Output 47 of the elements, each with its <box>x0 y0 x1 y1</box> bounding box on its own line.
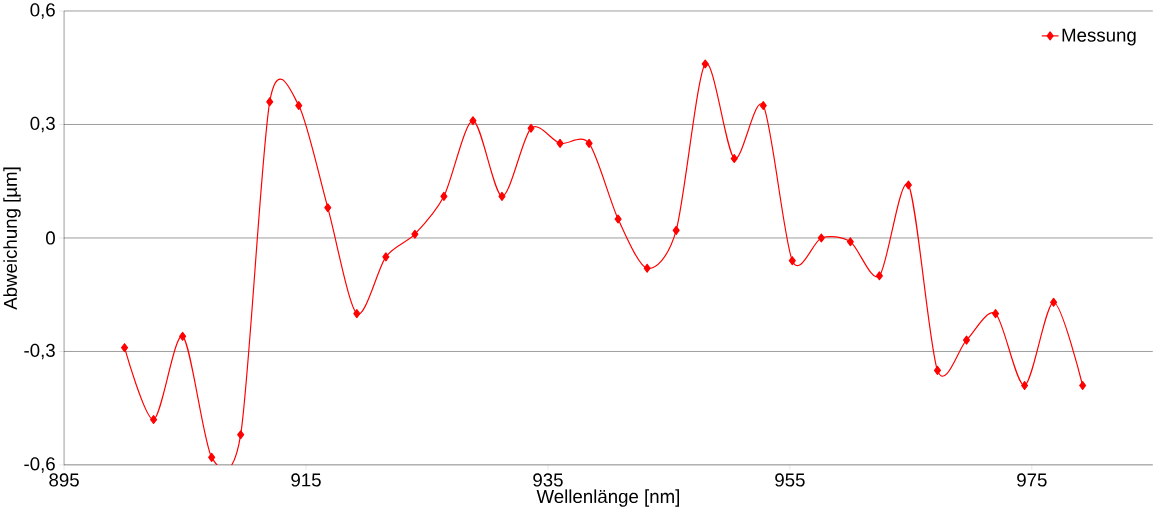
x-tick-label: 935 <box>533 473 563 487</box>
y-tick-label: 0,6 <box>30 3 55 19</box>
y-tick-label: 0,3 <box>30 116 55 133</box>
point <box>875 271 883 281</box>
point <box>701 59 709 69</box>
point <box>904 180 912 190</box>
point <box>440 191 448 201</box>
x-tick-label: 955 <box>775 473 805 487</box>
point <box>788 256 796 266</box>
point <box>672 225 680 235</box>
y-tick-label: -0,6 <box>24 457 55 473</box>
point <box>1021 380 1029 391</box>
x-tick-label: 895 <box>49 473 79 487</box>
point <box>208 452 216 462</box>
point <box>1050 297 1058 307</box>
point <box>759 101 767 111</box>
point <box>469 116 477 126</box>
point <box>295 101 303 111</box>
point <box>411 229 419 239</box>
x-tick-label: 975 <box>1017 473 1047 487</box>
point <box>846 237 854 247</box>
point <box>1079 380 1087 391</box>
point <box>498 191 506 201</box>
point <box>353 309 361 319</box>
point <box>962 335 971 345</box>
point <box>817 233 825 243</box>
point <box>585 138 593 148</box>
y-tick-label: 0 <box>46 231 55 245</box>
point <box>730 153 738 164</box>
point <box>121 343 129 353</box>
point <box>527 123 535 133</box>
point <box>614 214 622 224</box>
point <box>150 415 158 425</box>
point <box>382 252 390 262</box>
point <box>933 365 942 375</box>
y-tick-label: -0,3 <box>24 343 55 360</box>
point <box>266 97 274 107</box>
point <box>179 331 187 341</box>
point <box>992 309 1000 319</box>
point <box>643 263 651 273</box>
y-axis-title: Abweichung [µm] <box>3 167 21 310</box>
point <box>324 203 332 213</box>
x-axis-title: Wellenlänge [nm] <box>536 489 680 507</box>
legend-label: Messung <box>1062 28 1136 46</box>
x-tick-label: 915 <box>291 473 321 487</box>
point <box>556 138 564 148</box>
point <box>237 430 245 440</box>
